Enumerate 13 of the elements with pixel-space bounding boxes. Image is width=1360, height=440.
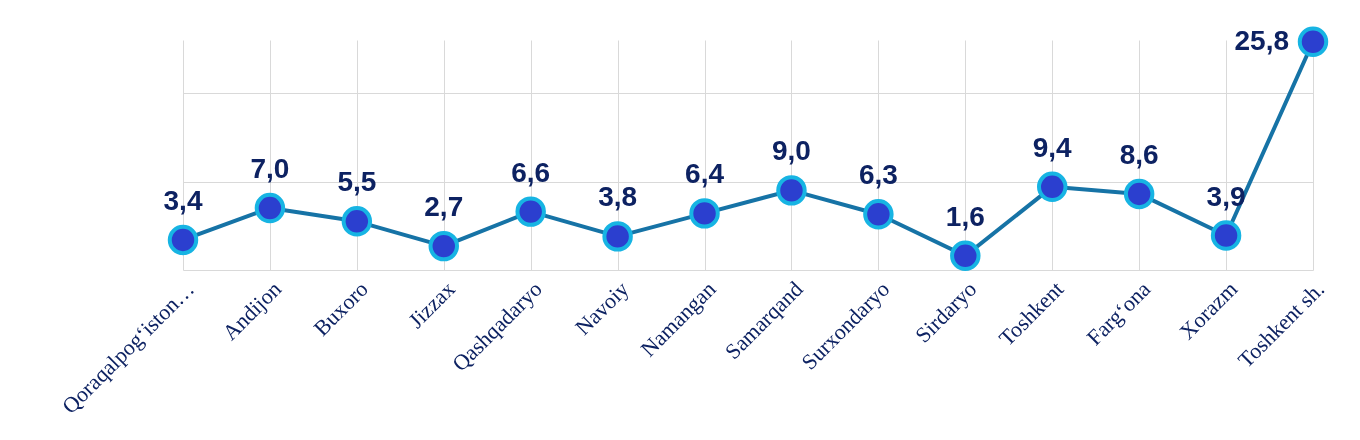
data-label: 7,0 xyxy=(250,153,290,185)
data-label: 9,4 xyxy=(1032,131,1073,163)
data-label: 5,5 xyxy=(337,166,377,198)
data-label: 3,8 xyxy=(598,181,638,213)
data-label: 3,4 xyxy=(163,184,203,216)
data-label: 6,4 xyxy=(685,158,725,190)
data-label: 8,6 xyxy=(1119,138,1159,170)
data-label: 6,3 xyxy=(858,159,898,191)
data-label: 25,8 xyxy=(1234,24,1289,56)
data-label: 1,6 xyxy=(945,200,985,232)
data-label: 2,7 xyxy=(424,191,464,223)
data-label: 9,0 xyxy=(771,135,811,167)
data-label: 6,6 xyxy=(511,156,551,188)
